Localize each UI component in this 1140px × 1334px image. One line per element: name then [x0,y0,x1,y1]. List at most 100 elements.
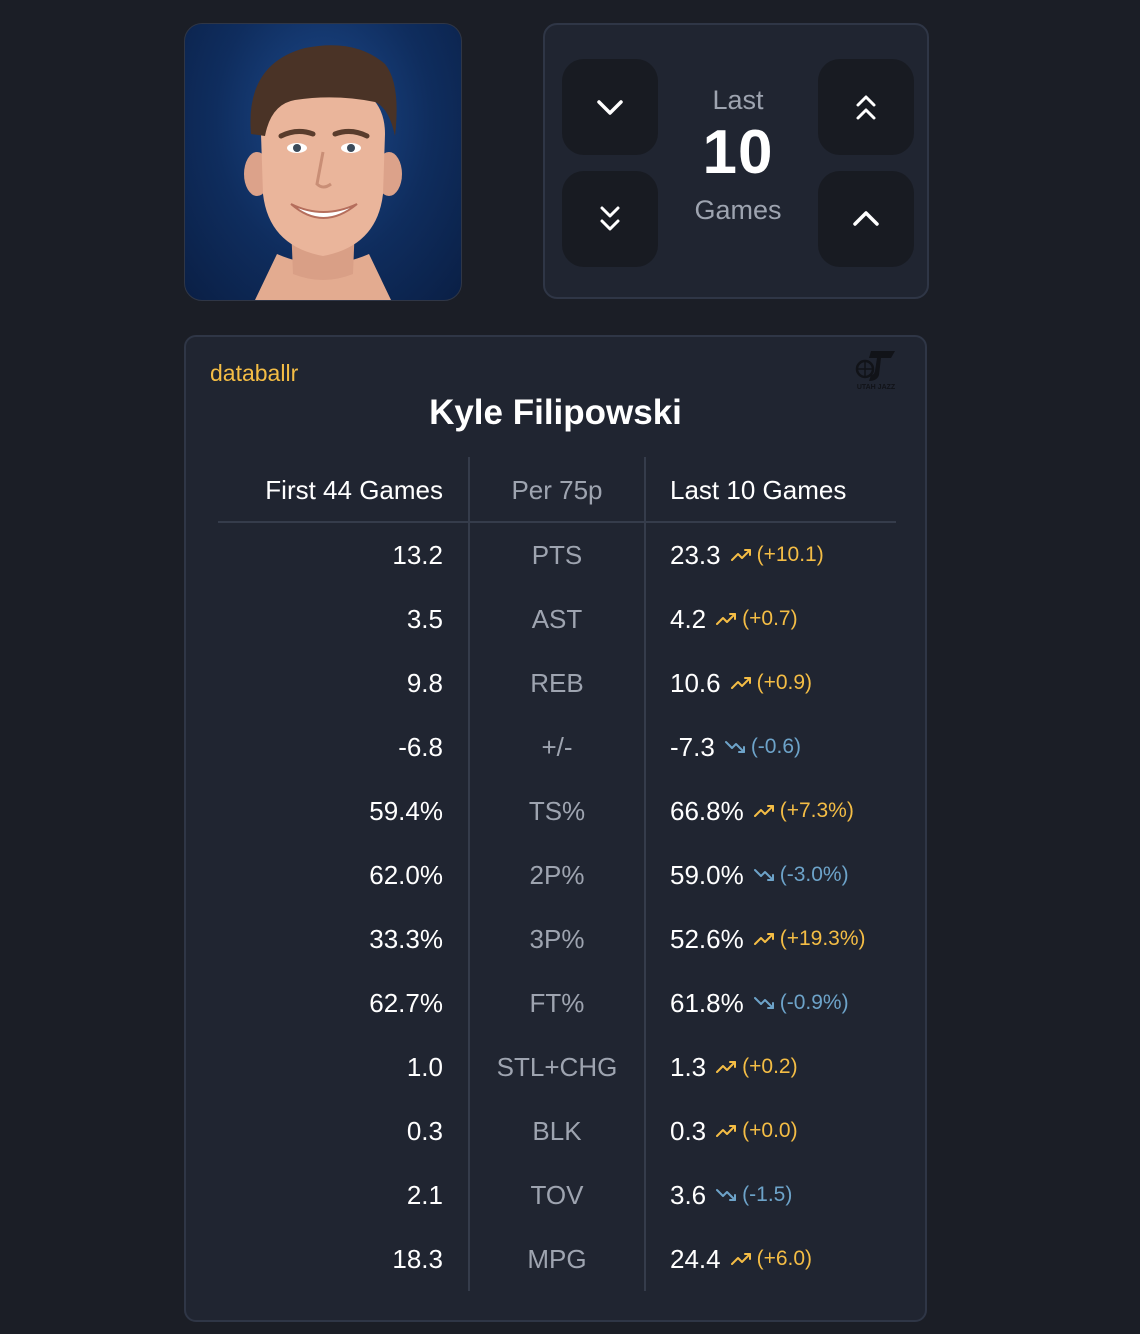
last-games-value: 66.8% [670,796,744,826]
last-games-value: 23.3 [670,540,721,570]
team-logo: UTAH JAZZ [853,349,899,396]
change-value: (+0.0) [742,1119,798,1142]
last-games-value: 3.6 [670,1180,707,1210]
last-games-value: 24.4 [670,1244,721,1274]
first-games-value: 0.3 [406,1116,443,1146]
games-selector: Last 10 Games [543,23,929,299]
change-value: (-3.0%) [779,863,849,886]
player-photo [184,23,462,301]
decrease-many-button[interactable] [562,171,658,267]
trend-change: (+6.0) [730,1239,813,1279]
last-games-cell: 23.3 (+10.1) [670,535,824,575]
trend-up-icon [753,932,780,946]
chevrons-down-icon [593,202,627,236]
table-row: 13.2 PTS 23.3 (+10.1) [186,535,927,575]
brand-label: databallr [210,360,299,386]
change-value: (+0.9) [756,671,813,694]
stat-label: TS% [528,796,586,826]
change-value: (+7.3%) [779,799,854,822]
last-games-cell: 61.8% (-0.9%) [670,983,849,1023]
table-row: 3.5 AST 4.2 (+0.7) [186,599,927,639]
last-games-cell: 10.6 (+0.9) [670,663,812,703]
chevrons-up-icon [849,90,883,124]
last-games-value: 61.8% [670,988,744,1018]
trend-change: (+0.7) [716,599,798,639]
header-first-games: First 44 Games [265,475,443,505]
games-count-display: Last 10 Games [675,85,801,225]
last-games-cell: 66.8% (+7.3%) [670,791,854,831]
trend-up-icon [730,1252,757,1266]
header-divider [218,521,896,523]
team-logo-text: UTAH JAZZ [857,384,896,391]
player-headshot [244,45,402,300]
table-row: 62.7% FT% 61.8% (-0.9%) [186,983,927,1023]
increase-one-button[interactable] [818,171,914,267]
trend-down-icon [753,996,780,1010]
trend-up-icon [753,804,780,818]
trend-change: (+0.9) [730,663,813,703]
trend-up-icon [716,612,742,626]
trend-change: (+7.3%) [753,791,854,831]
trend-change: (+10.1) [730,535,824,575]
increase-many-button[interactable] [818,59,914,155]
last-games-cell: 4.2 (+0.7) [670,599,798,639]
change-value: (-0.6) [750,735,801,758]
table-row: 0.3 BLK 0.3 (+0.0) [186,1111,927,1151]
first-games-value: 9.8 [406,668,443,698]
stat-label: MPG [527,1244,587,1274]
header-last-games: Last 10 Games [670,475,847,505]
decrease-one-button[interactable] [562,59,658,155]
games-label-top: Last [712,85,764,115]
last-games-value: 52.6% [670,924,744,954]
table-row: 62.0% 2P% 59.0% (-3.0%) [186,855,927,895]
first-games-value: 62.0% [369,860,443,890]
trend-up-icon [730,548,757,562]
table-row: 1.0 STL+CHG 1.3 (+0.2) [186,1047,927,1087]
stat-label: TOV [530,1180,584,1210]
first-games-value: 18.3 [392,1244,443,1274]
trend-up-icon [716,1060,742,1074]
last-games-cell: 52.6% (+19.3%) [670,919,866,959]
first-games-value: 1.0 [406,1052,443,1082]
stat-label: PTS [531,540,583,570]
last-games-cell: 3.6 (-1.5) [670,1175,792,1215]
first-games-value: 59.4% [369,796,443,826]
table-row: 33.3% 3P% 52.6% (+19.3%) [186,919,927,959]
change-value: (+0.2) [742,1055,798,1078]
table-row: 2.1 TOV 3.6 (-1.5) [186,1175,927,1215]
trend-change: (+0.0) [716,1111,798,1151]
last-games-cell: 1.3 (+0.2) [670,1047,798,1087]
first-games-value: 13.2 [392,540,443,570]
stat-label: 2P% [529,860,585,890]
trend-change: (-3.0%) [753,855,849,895]
stat-label: BLK [532,1116,582,1146]
trend-down-icon [716,1188,742,1202]
trend-down-icon [753,868,780,882]
change-value: (+10.1) [756,543,824,566]
trend-change: (-0.6) [724,727,801,767]
first-games-value: -6.8 [398,732,443,762]
games-label-bottom: Games [694,195,782,225]
change-value: (-0.9%) [779,991,849,1014]
change-value: (+0.7) [742,607,798,630]
trend-change: (-0.9%) [753,983,849,1023]
stats-card: databallr UTAH JAZZ Kyle Filipowski Firs… [184,335,927,1322]
table-row: 9.8 REB 10.6 (+0.9) [186,663,927,703]
games-count: 10 [702,118,774,187]
first-games-value: 33.3% [369,924,443,954]
trend-change: (+19.3%) [753,919,866,959]
column-divider [468,457,470,1291]
last-games-cell: 24.4 (+6.0) [670,1239,812,1279]
change-value: (+6.0) [756,1247,813,1270]
last-games-value: 59.0% [670,860,744,890]
last-games-value: 0.3 [670,1116,707,1146]
trend-up-icon [730,676,757,690]
stat-label: AST [531,604,583,634]
header-per-75: Per 75p [511,475,603,505]
trend-up-icon [716,1124,742,1138]
trend-down-icon [724,740,751,754]
last-games-cell: 59.0% (-3.0%) [670,855,849,895]
stat-label: STL+CHG [496,1052,618,1082]
last-games-cell: 0.3 (+0.0) [670,1111,798,1151]
last-games-value: 1.3 [670,1052,707,1082]
